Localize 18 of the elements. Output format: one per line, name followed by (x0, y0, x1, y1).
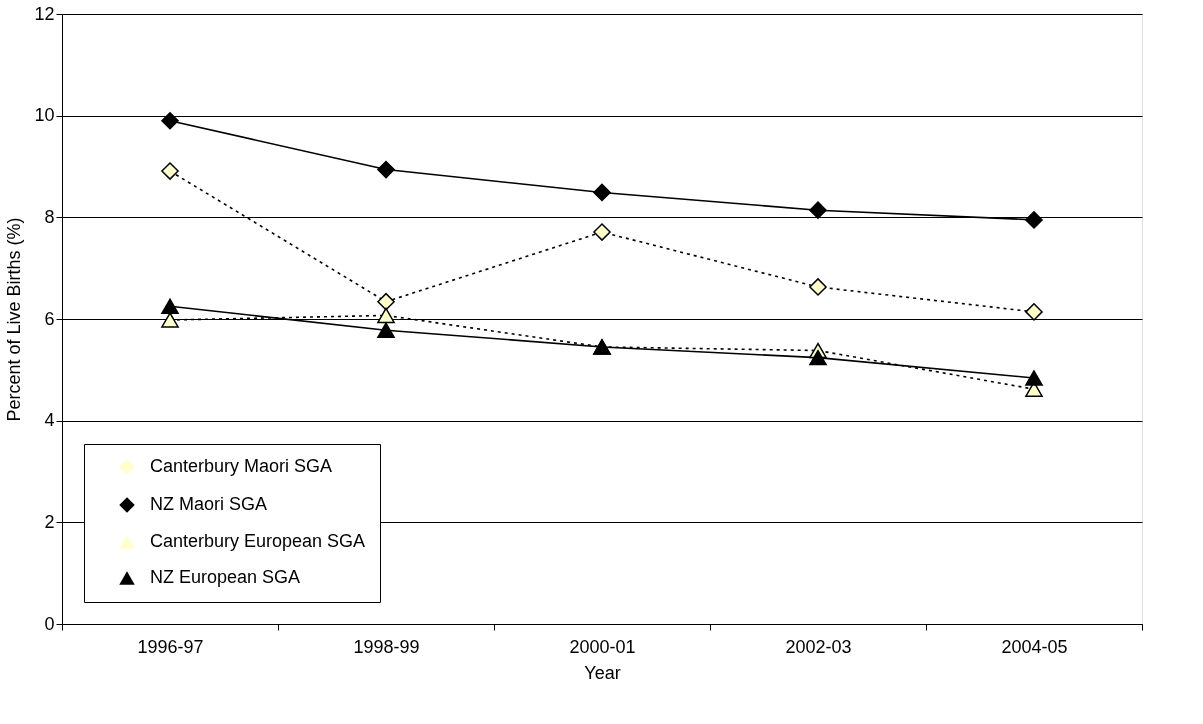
legend-label: NZ Maori SGA (150, 494, 268, 514)
y-tick-label: 6 (44, 308, 55, 329)
legend-label: Canterbury European SGA (150, 531, 366, 551)
y-tick-label: 2 (44, 511, 55, 532)
x-axis-title: Year (584, 662, 621, 683)
y-tick-label: 4 (44, 410, 55, 431)
y-tick-label: 10 (34, 105, 55, 126)
x-tick-label: 2004-05 (1001, 636, 1068, 657)
x-tick-label: 2000-01 (569, 636, 636, 657)
y-axis-title: Percent of Live Births (%) (4, 217, 25, 422)
y-tick-label: 8 (44, 206, 55, 227)
x-tick-label: 1998-99 (353, 636, 420, 657)
legend-label: NZ European SGA (150, 567, 301, 587)
y-tick-label: 0 (44, 613, 55, 634)
x-tick-label: 1996-97 (137, 636, 204, 657)
y-tick-label: 12 (34, 3, 55, 24)
x-tick-label: 2002-03 (785, 636, 852, 657)
legend-label: Canterbury Maori SGA (150, 456, 333, 476)
